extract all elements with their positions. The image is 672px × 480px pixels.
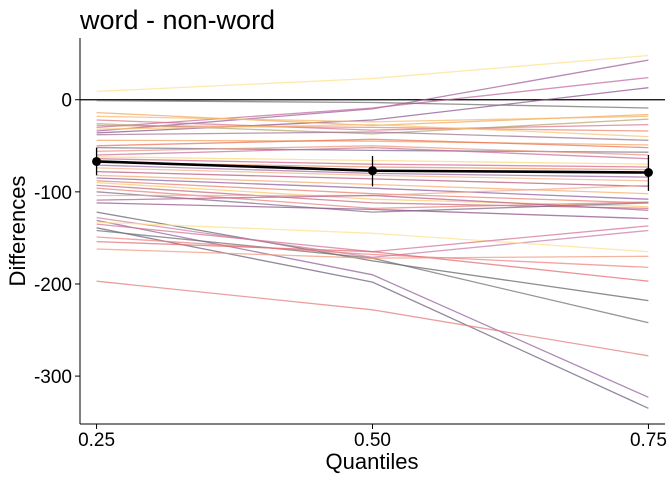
participant-line-4: [96, 87, 649, 134]
y-tick-label-3: -200: [34, 275, 72, 296]
participant-line-42: [96, 240, 649, 282]
summary-point-1: [92, 156, 102, 166]
participant-line-25: [96, 177, 649, 200]
participant-line-10: [96, 124, 649, 132]
participant-line-41: [96, 236, 649, 269]
y-tick-label-1: 0: [61, 91, 72, 112]
participant-line-44: [96, 280, 649, 357]
participant-line-5: [96, 99, 649, 109]
participant-line-3: [96, 76, 649, 129]
axes: [75, 38, 665, 429]
plot-area: [80, 54, 665, 409]
participant-line-33: [96, 202, 649, 220]
participant-line-13: [96, 139, 649, 146]
x-axis-title: Quantiles: [326, 449, 419, 474]
summary-point-3: [643, 168, 653, 178]
participant-line-12: [96, 131, 649, 141]
y-axis-title: Differences: [5, 176, 30, 287]
participant-line-7: [96, 115, 649, 123]
participant-line-1: [96, 54, 649, 93]
tick-labels: 0 -100 -200 -300 0.25 0.50 0.75: [34, 91, 667, 451]
participant-line-11: [96, 123, 649, 138]
participant-line-43: [96, 248, 649, 259]
x-tick-label-2: 0.50: [354, 430, 391, 451]
participant-line-36: [96, 219, 649, 398]
x-tick-label-1: 0.25: [78, 430, 115, 451]
x-tick-label-3: 0.75: [630, 430, 667, 451]
chart-title: word - non-word: [79, 5, 275, 35]
summary-point-2: [368, 166, 377, 176]
participant-line-17: [96, 146, 649, 160]
participant-line-34: [96, 211, 649, 302]
participant-line-14: [96, 138, 649, 149]
y-tick-label-2: -100: [34, 183, 72, 204]
participant-line-26: [96, 180, 649, 204]
participant-line-32: [96, 194, 649, 211]
participant-line-8: [96, 119, 649, 131]
participant-line-39: [96, 227, 649, 409]
y-tick-label-4: -300: [34, 367, 72, 388]
participant-line-37: [96, 221, 649, 253]
participant-line-35: [96, 216, 649, 258]
participant-line-16: [96, 145, 649, 156]
